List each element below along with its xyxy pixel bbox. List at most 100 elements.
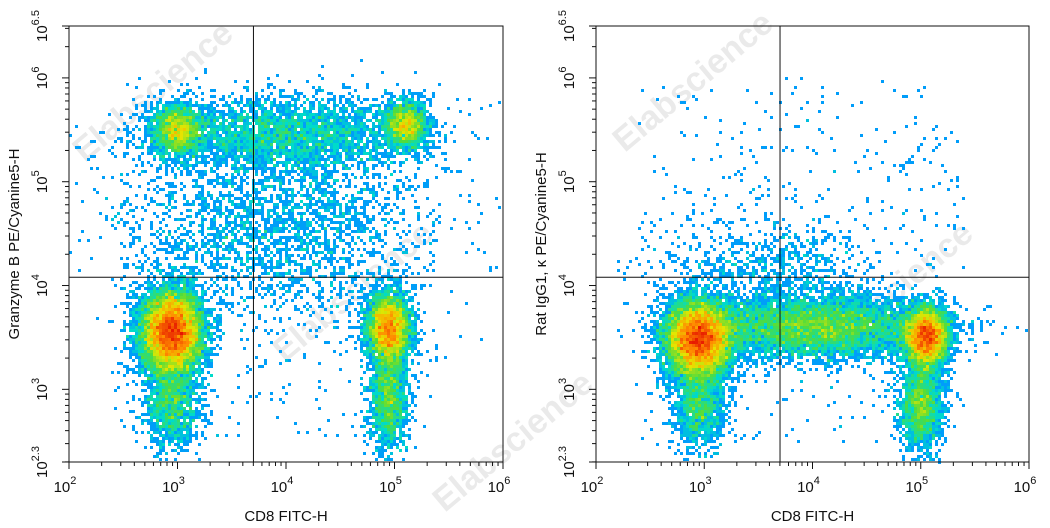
event-dot xyxy=(138,224,141,227)
event-dot xyxy=(144,338,147,341)
event-dot xyxy=(354,326,357,329)
event-dot xyxy=(135,323,138,326)
event-dot xyxy=(186,110,189,113)
event-dot xyxy=(375,146,378,149)
event-dot xyxy=(333,275,336,278)
event-dot xyxy=(372,116,375,119)
event-dot xyxy=(180,281,183,284)
event-dot xyxy=(333,158,336,161)
event-dot xyxy=(405,158,408,161)
event-dot xyxy=(135,302,138,305)
event-dot xyxy=(156,287,159,290)
event-dot xyxy=(234,182,237,185)
event-dot xyxy=(432,140,435,143)
event-dot xyxy=(180,308,183,311)
event-dot xyxy=(258,152,261,155)
event-dot xyxy=(144,110,147,113)
event-dot xyxy=(390,149,393,152)
event-dot xyxy=(261,272,264,275)
event-dot xyxy=(294,221,297,224)
event-dot xyxy=(327,110,330,113)
event-dot xyxy=(363,107,366,110)
event-dot xyxy=(390,161,393,164)
event-dot xyxy=(213,290,216,293)
event-dot xyxy=(303,131,306,134)
event-dot xyxy=(315,335,318,338)
event-dot xyxy=(165,326,168,329)
event-dot xyxy=(282,263,285,266)
event-dot xyxy=(309,137,312,140)
event-dot xyxy=(312,251,315,254)
event-dot xyxy=(246,131,249,134)
event-dot xyxy=(324,233,327,236)
event-dot xyxy=(396,308,399,311)
event-dot xyxy=(339,128,342,131)
event-dot xyxy=(138,320,141,323)
event-dot xyxy=(369,302,372,305)
event-dot xyxy=(168,290,171,293)
event-dot xyxy=(153,251,156,254)
event-dot xyxy=(408,128,411,131)
event-dot xyxy=(231,230,234,233)
event-dot xyxy=(183,164,186,167)
event-dot xyxy=(231,179,234,182)
event-dot xyxy=(327,203,330,206)
event-dot xyxy=(219,296,222,299)
event-dot xyxy=(165,107,168,110)
event-dot xyxy=(306,122,309,125)
event-dot xyxy=(363,116,366,119)
event-dot xyxy=(207,137,210,140)
event-dot xyxy=(342,161,345,164)
event-dot xyxy=(234,176,237,179)
event-dot xyxy=(270,200,273,203)
event-dot xyxy=(309,212,312,215)
event-dot xyxy=(237,167,240,170)
event-dot xyxy=(174,239,177,242)
event-dot xyxy=(375,149,378,152)
event-dot xyxy=(159,347,162,350)
event-dot xyxy=(264,272,267,275)
event-dot xyxy=(126,134,129,137)
event-dot xyxy=(390,125,393,128)
event-dot xyxy=(360,311,363,314)
event-dot xyxy=(276,146,279,149)
event-dot xyxy=(324,116,327,119)
event-dot xyxy=(198,347,201,350)
event-dot xyxy=(405,143,408,146)
event-dot xyxy=(153,287,156,290)
event-dot xyxy=(498,101,501,104)
event-dot xyxy=(348,209,351,212)
event-dot xyxy=(342,167,345,170)
event-dot xyxy=(426,125,429,128)
event-dot xyxy=(408,98,411,101)
event-dot xyxy=(126,257,129,260)
event-dot xyxy=(135,236,138,239)
event-dot xyxy=(258,122,261,125)
event-dot xyxy=(102,176,105,179)
event-dot xyxy=(201,149,204,152)
event-dot xyxy=(396,194,399,197)
event-dot xyxy=(147,122,150,125)
event-dot xyxy=(219,116,222,119)
event-dot xyxy=(288,161,291,164)
event-dot xyxy=(369,149,372,152)
event-dot xyxy=(345,86,348,89)
event-dot xyxy=(261,197,264,200)
event-dot xyxy=(159,311,162,314)
event-dot xyxy=(411,272,414,275)
event-dot xyxy=(183,329,186,332)
event-dot xyxy=(186,152,189,155)
event-dot xyxy=(288,113,291,116)
event-dot xyxy=(303,185,306,188)
event-dot xyxy=(285,188,288,191)
event-dot xyxy=(306,302,309,305)
event-dot xyxy=(480,212,483,215)
event-dot xyxy=(225,143,228,146)
event-dot xyxy=(432,95,435,98)
event-dot xyxy=(183,275,186,278)
event-dot xyxy=(318,206,321,209)
event-dot xyxy=(195,155,198,158)
event-dot xyxy=(315,230,318,233)
event-dot xyxy=(348,233,351,236)
event-dot xyxy=(321,218,324,221)
